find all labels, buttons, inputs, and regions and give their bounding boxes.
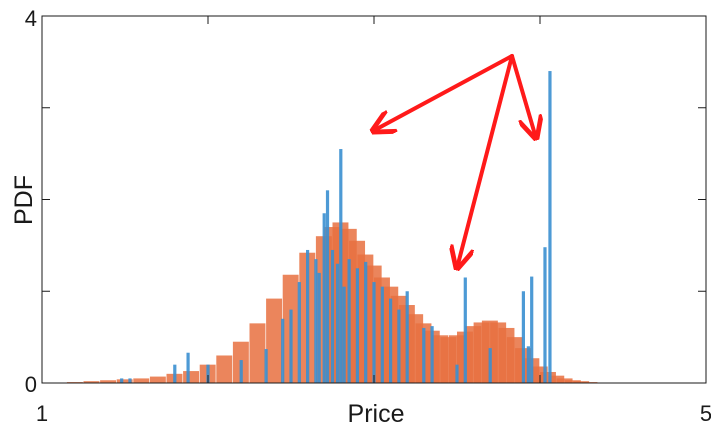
empirical-bar [463,277,467,383]
empirical-bar [330,249,335,383]
empirical-bar [306,249,310,383]
y-tick-label-min: 0 [25,372,37,397]
simulated-bar [540,371,556,383]
y-axis-label: PDF [10,175,38,225]
empirical-bar [128,378,132,383]
simulated-bar [249,323,266,383]
y-tick-label-max: 4 [25,6,37,31]
empirical-bar [521,291,525,383]
x-axis-label: Price [348,400,405,428]
simulated-bar [83,381,100,383]
simulated-bar [100,380,117,383]
simulated-bar [183,371,200,383]
empirical-bar [488,348,492,383]
empirical-bar [120,378,124,383]
empirical-bar [530,276,534,383]
simulated-bar [573,381,590,383]
empirical-bar [397,309,401,383]
empirical-bar [186,352,190,383]
axis-ticks [42,16,706,383]
simulated-bar [548,375,565,383]
empirical-bar [314,259,318,383]
empirical-bar [239,360,243,383]
empirical-bar [281,318,285,383]
empirical-bar [339,149,343,383]
annotation-arrow [457,54,514,268]
empirical-bar [372,282,376,383]
simulated-bar [266,298,283,383]
annotation-arrow [373,54,514,131]
empirical-bar [389,298,393,383]
empirical-bar [347,259,351,383]
empirical-bar [335,263,340,383]
empirical-bar [173,364,177,383]
empirical-bar [548,71,552,384]
simulated-bar [149,376,166,383]
empirical-bar [317,272,321,383]
empirical-bar [289,309,293,383]
arrow-annotations [373,54,536,268]
empirical-bar [206,364,210,383]
empirical-bar [430,326,434,383]
simulated-bar [133,378,150,383]
empirical-bar [342,286,346,383]
empirical-bar [422,327,426,383]
annotation-arrow [510,54,536,138]
empirical-bar [405,291,409,383]
simulated-bar [564,380,581,383]
x-tick-label-max: 5 [700,401,711,426]
empirical-bar [543,247,547,383]
x-tick-label-min: 1 [36,401,48,426]
simulated-bar [556,378,573,383]
empirical-series [120,71,552,384]
empirical-bar [322,213,326,383]
empirical-bar [355,268,359,383]
empirical-bar [325,190,330,383]
empirical-bar [297,282,301,383]
empirical-bar [526,346,530,383]
empirical-bar [264,349,268,383]
empirical-bar [364,261,368,383]
simulated-bar [216,355,233,383]
empirical-bar [455,364,459,383]
simulated-bar [116,379,133,383]
empirical-bar [380,286,384,383]
